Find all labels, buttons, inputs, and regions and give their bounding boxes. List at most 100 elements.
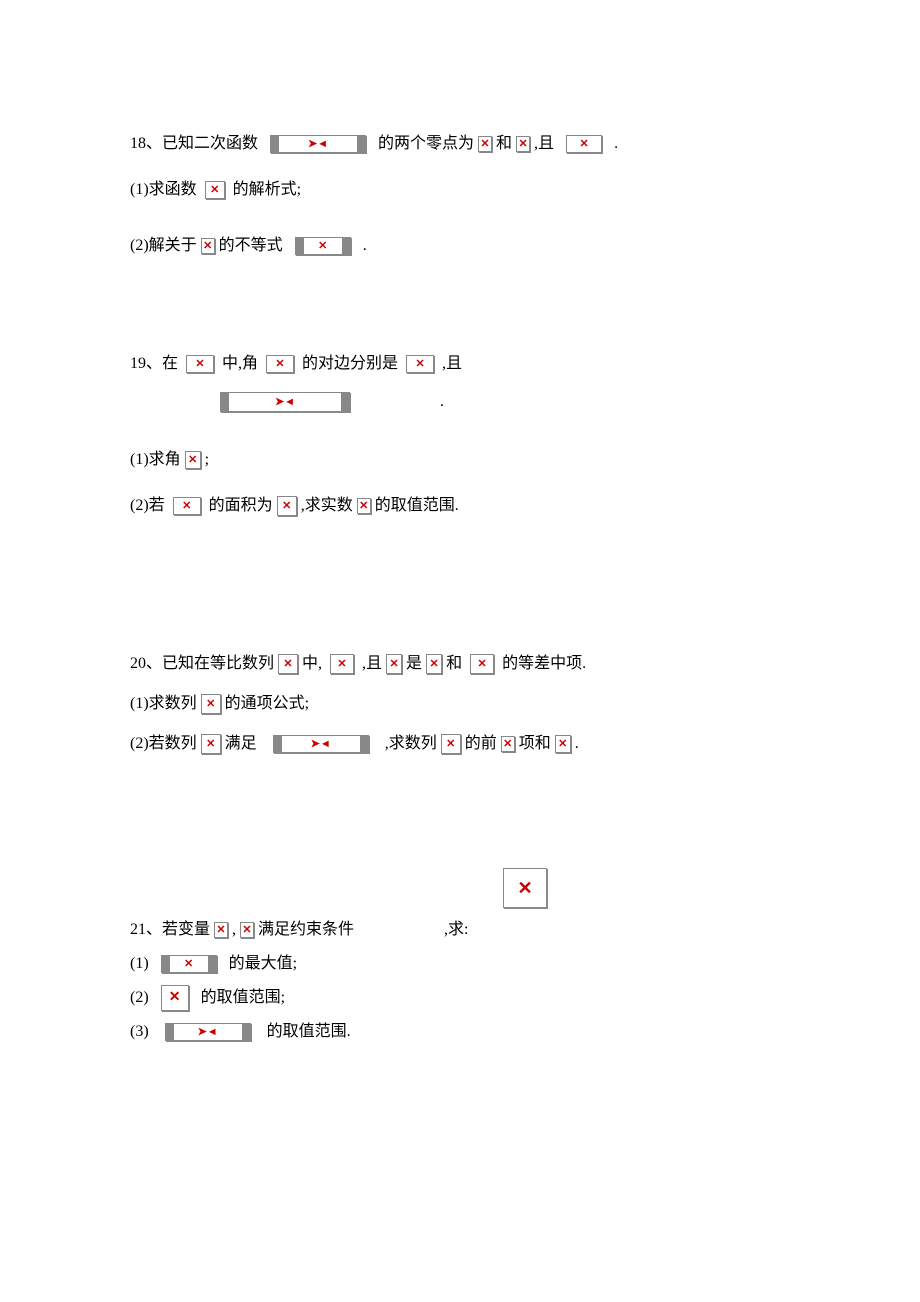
p19-line3: (1)求角 ✕ ; [130,446,790,474]
p18-line3: (2)解关于 ✕ 的不等式 ✕ . [130,232,790,260]
broken-x-icon: ✕ [195,359,204,370]
broken-x-icon: ➤◄ [198,1027,218,1038]
broken-image-icon: ✕ [330,654,354,674]
text: (3) [130,1019,165,1045]
p18-line1: 18、已知二次函数 ➤◄ 的两个零点为 ✕ 和 ✕ ,且 ✕ . [130,130,790,158]
broken-x-icon: ✕ [503,739,512,750]
text: (1)求函数 [130,177,205,203]
broken-image-icon: ✕ [186,355,214,373]
broken-image-icon: ✕ [266,355,294,373]
text: 项和 [515,731,555,757]
text: ,求: [444,917,468,943]
broken-x-icon: ✕ [216,925,225,936]
p19-line2: ➤◄ . [130,388,790,416]
text: ,求数列 [369,731,441,757]
text: (2)若 [130,493,173,519]
broken-x-icon: ✕ [182,501,191,512]
text: 的前 [461,731,501,757]
broken-image-icon: ✕ [503,868,547,908]
broken-image-icon: ✕ [470,654,494,674]
text: 20、已知在等比数列 [130,651,278,677]
spacer [130,270,790,350]
text: . [351,233,367,259]
text: 的解析式; [225,177,301,203]
broken-image-icon: ✕ [173,497,201,515]
text: (2) [130,985,161,1011]
broken-x-icon: ✕ [210,185,219,196]
broken-image-icon: ✕ [555,735,571,753]
broken-image-icon: ✕ [501,736,515,752]
broken-x-icon: ➤◄ [308,139,328,150]
p21-constraint-image: ✕ [130,868,790,908]
text: (1) [130,951,161,977]
broken-x-icon: ✕ [203,241,212,252]
broken-image-icon: ✕ [426,654,442,674]
p20-line1: 20、已知在等比数列 ✕ 中, ✕ ,且 ✕ 是 ✕ 和 ✕ 的等差中项. [130,650,790,678]
text: . [440,389,444,415]
broken-x-icon: ✕ [359,501,368,512]
broken-image-icon: ✕ [478,136,492,152]
broken-x-icon: ✕ [283,659,292,670]
text: 中,角 [214,351,266,377]
text: . [602,131,618,157]
text: 18、已知二次函数 [130,131,270,157]
broken-x-icon: ✕ [282,501,291,512]
p20-line2: (1)求数列 ✕ 的通项公式; [130,690,790,718]
broken-image-icon: ✕ [161,955,217,973]
problem-20: 20、已知在等比数列 ✕ 中, ✕ ,且 ✕ 是 ✕ 和 ✕ 的等差中项. (1… [130,650,790,758]
broken-image-icon: ➤◄ [270,135,366,153]
broken-image-icon: ➤◄ [220,392,350,412]
text: ; [201,447,209,473]
broken-image-icon: ✕ [240,922,254,938]
text: 和 [492,131,516,157]
broken-x-icon: ✕ [518,139,527,150]
text: (2)若数列 [130,731,201,757]
broken-x-icon: ✕ [389,659,398,670]
broken-image-icon: ➤◄ [273,735,369,753]
text: 满足 [221,731,273,757]
problem-21: ✕ 21、若变量 ✕ , ✕ 满足约束条件 ,求: (1) ✕ 的最大值; (2… [130,868,790,1046]
text: 满足约束条件 [254,917,354,943]
text: 的两个零点为 [366,131,478,157]
broken-x-icon: ✕ [558,739,567,750]
broken-x-icon: ✕ [318,241,327,252]
p19-line1: 19、在 ✕ 中,角 ✕ 的对边分别是 ✕ ,且 [130,350,790,378]
text: ,且 [354,651,386,677]
text: ,且 [530,131,566,157]
broken-image-icon: ✕ [566,135,602,153]
broken-x-icon: ✕ [337,659,346,670]
broken-x-icon: ✕ [275,359,284,370]
text: 是 [402,651,426,677]
broken-image-icon: ✕ [406,355,434,373]
text: 的不等式 [215,233,295,259]
problem-18: 18、已知二次函数 ➤◄ 的两个零点为 ✕ 和 ✕ ,且 ✕ . (1)求函数 … [130,130,790,260]
broken-x-icon: ✕ [477,659,486,670]
broken-image-icon: ✕ [295,237,351,255]
broken-x-icon: ✕ [206,699,215,710]
broken-x-icon: ✕ [415,359,424,370]
broken-image-icon: ✕ [441,734,461,754]
p19-line4: (2)若 ✕ 的面积为 ✕ ,求实数 ✕ 的取值范围. [130,492,790,520]
p21-line1: 21、若变量 ✕ , ✕ 满足约束条件 ,求: [130,916,790,944]
text: 中, [298,651,330,677]
broken-x-icon: ✕ [480,139,489,150]
text: ,且 [434,351,462,377]
broken-x-icon: ✕ [429,659,438,670]
broken-image-icon: ✕ [201,694,221,714]
p21-line3: (2) ✕ 的取值范围; [130,984,790,1012]
broken-image-icon: ✕ [201,238,215,254]
broken-image-icon: ✕ [386,654,402,674]
p21-line2: (1) ✕ 的最大值; [130,950,790,978]
broken-image-icon: ➤◄ [165,1023,251,1041]
text: 的等差中项. [494,651,586,677]
broken-image-icon: ✕ [185,451,201,469]
text: 的取值范围. [371,493,459,519]
text: (2)解关于 [130,233,201,259]
broken-x-icon: ✕ [517,879,532,897]
text: . [571,731,579,757]
text: 的取值范围. [251,1019,351,1045]
broken-x-icon: ✕ [579,139,588,150]
p20-line3: (2)若数列 ✕ 满足 ➤◄ ,求数列 ✕ 的前 ✕ 项和 ✕ . [130,730,790,758]
text: (1)求角 [130,447,185,473]
problem-19: 19、在 ✕ 中,角 ✕ 的对边分别是 ✕ ,且 ➤◄ . (1)求角 ✕ ; … [130,350,790,520]
